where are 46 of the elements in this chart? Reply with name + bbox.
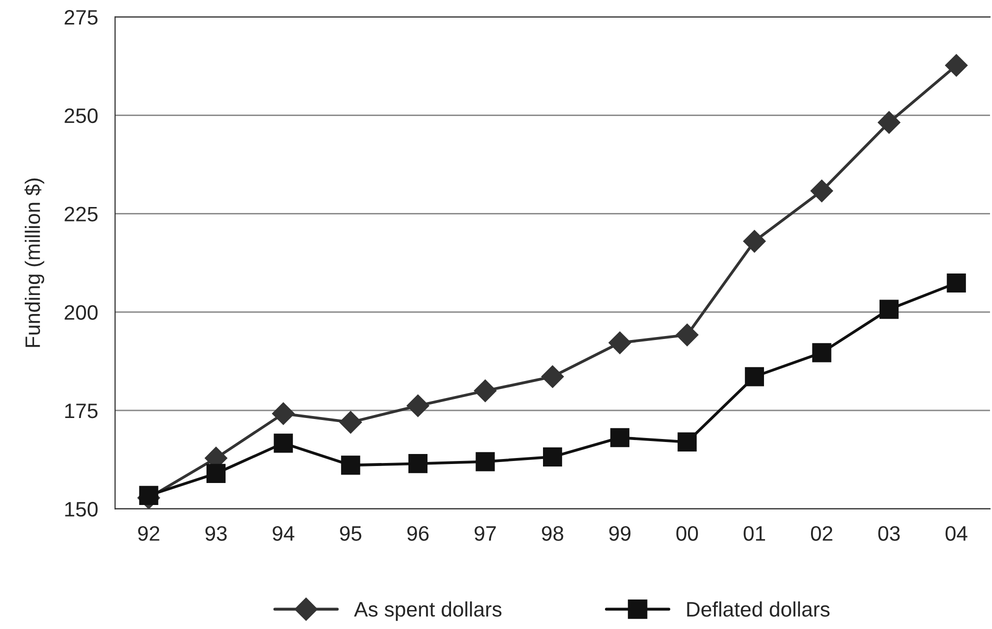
x-tick-label: 04 — [946, 526, 968, 541]
legend-label: As spent dollars — [354, 601, 502, 621]
point — [810, 180, 834, 202]
x-tick-label: 02 — [810, 526, 832, 541]
point — [878, 111, 900, 134]
x-tick-label: 97 — [474, 526, 496, 541]
point — [476, 452, 495, 472]
point — [880, 300, 899, 319]
x-tick-label: 01 — [744, 526, 766, 541]
point — [743, 230, 766, 253]
x-tick-label: 98 — [542, 526, 564, 541]
x-tick-label: 94 — [272, 526, 294, 541]
point — [341, 456, 360, 475]
point — [272, 402, 295, 425]
point — [946, 273, 966, 293]
point — [541, 365, 564, 388]
point — [474, 379, 497, 402]
point — [406, 394, 430, 418]
point — [945, 54, 968, 77]
x-tick-label: 99 — [609, 526, 630, 541]
point — [812, 343, 832, 362]
x-tick-label: 93 — [205, 526, 227, 541]
point — [274, 434, 293, 453]
point — [139, 486, 158, 506]
point — [678, 432, 697, 452]
y-tick-label: 275 — [64, 10, 98, 25]
point — [408, 454, 428, 474]
x-tick-label: 00 — [676, 526, 698, 541]
y-tick-label: 250 — [64, 108, 98, 124]
point — [610, 428, 630, 448]
legend-label: Deflated dollars — [687, 601, 830, 617]
y-axis-title: Funding (million $) — [24, 178, 44, 347]
point — [206, 464, 226, 483]
y-tick-label: 175 — [65, 404, 98, 418]
point — [744, 367, 764, 386]
point — [542, 447, 562, 466]
y-tick-label: 200 — [64, 305, 98, 320]
x-tick-label: 92 — [138, 526, 160, 541]
y-tick-label: 225 — [64, 206, 98, 222]
x-tick-label: 03 — [878, 526, 900, 541]
y-tick-label: 150 — [65, 502, 98, 517]
point — [608, 331, 632, 354]
x-tick-label: 96 — [407, 526, 429, 541]
point — [676, 324, 698, 346]
x-tick-label: 95 — [340, 526, 362, 541]
point — [339, 410, 362, 434]
